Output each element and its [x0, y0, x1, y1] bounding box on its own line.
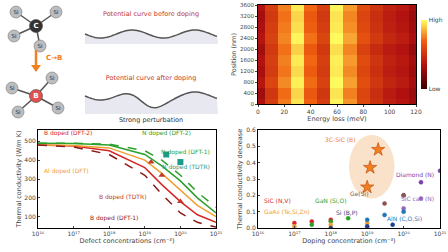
svg-text:N doped (TDTR): N doped (TDTR) — [162, 163, 210, 171]
svg-text:120: 120 — [410, 108, 422, 115]
svg-text:B doped (DFT-2): B doped (DFT-2) — [44, 129, 92, 137]
svg-text:2800: 2800 — [240, 24, 254, 30]
svg-text:Si (B,P): Si (B,P) — [336, 209, 358, 216]
svg-text:Si: Si — [9, 85, 14, 91]
svg-text:GaN (Si,O): GaN (Si,O) — [315, 197, 347, 204]
svg-text:0.5: 0.5 — [246, 142, 256, 149]
svg-text:40: 40 — [307, 108, 315, 115]
svg-text:N doped (DFT-2): N doped (DFT-2) — [142, 129, 191, 137]
svg-text:10¹⁸: 10¹⁸ — [325, 230, 338, 237]
svg-text:Al doped (DFT): Al doped (DFT) — [44, 167, 89, 175]
svg-text:80: 80 — [360, 108, 368, 115]
svg-text:Energy loss (meV): Energy loss (meV) — [307, 115, 366, 123]
svg-text:0.0: 0.0 — [246, 224, 256, 231]
svg-text:Defect concentrations (cm⁻³): Defect concentrations (cm⁻³) — [80, 237, 175, 245]
svg-text:10²⁰: 10²⁰ — [397, 230, 410, 237]
svg-text:3600: 3600 — [240, 2, 254, 8]
svg-text:0: 0 — [256, 108, 260, 115]
svg-text:Strong perturbation: Strong perturbation — [119, 116, 183, 124]
svg-text:B: B — [33, 92, 38, 100]
svg-text:Si: Si — [53, 9, 58, 15]
svg-text:10¹⁶: 10¹⁶ — [32, 230, 45, 237]
svg-text:N doped (DFT-1): N doped (DFT-1) — [161, 148, 210, 156]
svg-text:20: 20 — [281, 108, 289, 115]
svg-text:10²⁰: 10²⁰ — [174, 230, 187, 237]
svg-text:Doping concentration (cm⁻³): Doping concentration (cm⁻³) — [302, 237, 395, 245]
svg-text:0.3: 0.3 — [246, 175, 256, 182]
svg-text:Si: Si — [13, 9, 18, 15]
svg-text:400: 400 — [24, 156, 36, 163]
svg-text:B doped (DFT-1): B doped (DFT-1) — [90, 214, 138, 222]
svg-text:GaAs (Te,Si,Zn): GaAs (Te,Si,Zn) — [264, 208, 310, 215]
svg-text:Diamond (N): Diamond (N) — [396, 171, 434, 178]
svg-text:10¹⁷: 10¹⁷ — [288, 230, 301, 237]
svg-text:10¹⁷: 10¹⁷ — [67, 230, 80, 237]
svg-text:100: 100 — [384, 108, 396, 115]
svg-text:SiC cal. (N): SiC cal. (N) — [401, 195, 434, 202]
svg-text:Si: Si — [49, 75, 54, 81]
svg-text:Si: Si — [55, 105, 60, 111]
svg-text:10¹⁶: 10¹⁶ — [252, 230, 265, 237]
svg-text:1200: 1200 — [240, 68, 254, 74]
svg-text:Low: Low — [429, 85, 441, 92]
svg-text:Thermal conductivity (W/m K): Thermal conductivity (W/m K) — [15, 130, 23, 228]
svg-text:SiC (N,V): SiC (N,V) — [264, 197, 291, 204]
svg-text:0.4: 0.4 — [246, 159, 256, 166]
svg-text:200: 200 — [24, 194, 36, 201]
svg-text:300: 300 — [24, 175, 36, 182]
svg-text:Potential curve after doping: Potential curve after doping — [106, 74, 197, 82]
svg-text:0.6: 0.6 — [246, 126, 256, 133]
svg-text:100: 100 — [24, 213, 36, 220]
svg-text:Si: Si — [37, 43, 42, 49]
svg-text:B doped (TDTR): B doped (TDTR) — [99, 193, 147, 201]
svg-text:10²¹: 10²¹ — [434, 230, 447, 237]
svg-text:Si: Si — [15, 109, 20, 115]
svg-text:500: 500 — [24, 137, 36, 144]
svg-text:1600: 1600 — [240, 57, 254, 63]
svg-text:High: High — [429, 16, 443, 24]
svg-text:0.2: 0.2 — [246, 191, 256, 198]
svg-text:800: 800 — [243, 79, 254, 85]
svg-text:Position (nm): Position (nm) — [230, 33, 238, 76]
svg-text:10¹⁸: 10¹⁸ — [103, 230, 116, 237]
svg-text:Thermal conductivity decrease: Thermal conductivity decrease — [236, 129, 244, 230]
svg-text:C: C — [33, 22, 38, 30]
svg-text:10¹⁹: 10¹⁹ — [139, 230, 152, 237]
svg-text:2000: 2000 — [240, 46, 254, 52]
svg-text:2400: 2400 — [240, 35, 254, 41]
svg-text:10²¹: 10²¹ — [210, 230, 223, 237]
svg-text:60: 60 — [333, 108, 341, 115]
svg-text:3200: 3200 — [240, 13, 254, 19]
svg-text:0.1: 0.1 — [246, 208, 256, 215]
svg-text:400: 400 — [243, 90, 254, 96]
svg-text:10¹⁹: 10¹⁹ — [361, 230, 374, 237]
svg-text:Potential curve before doping: Potential curve before doping — [103, 10, 199, 18]
svg-text:Si: Si — [11, 33, 16, 39]
svg-text:3C-SiC (B): 3C-SiC (B) — [325, 136, 356, 143]
svg-text:0: 0 — [250, 101, 254, 107]
svg-text:C→B: C→B — [46, 54, 62, 62]
svg-text:AlN (C,O,Si): AlN (C,O,Si) — [387, 215, 422, 222]
svg-text:Ge(Si): Ge(Si) — [350, 190, 369, 197]
